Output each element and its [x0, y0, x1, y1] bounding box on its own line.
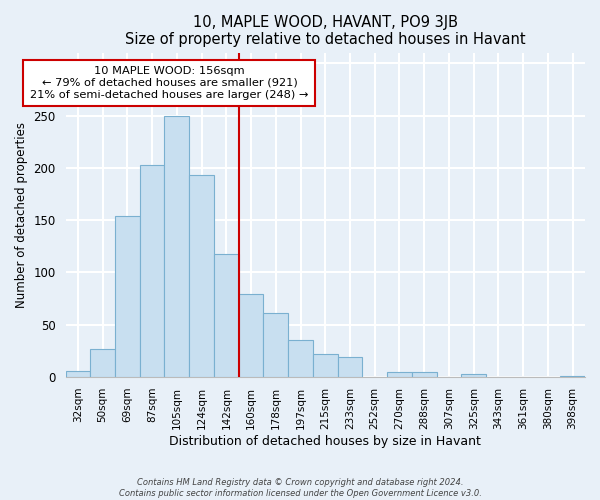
Bar — [313, 354, 338, 377]
Bar — [140, 164, 164, 377]
Text: Contains HM Land Registry data © Crown copyright and database right 2024.
Contai: Contains HM Land Registry data © Crown c… — [119, 478, 481, 498]
Bar — [288, 340, 313, 377]
Bar — [412, 372, 437, 377]
Bar — [164, 116, 189, 377]
Bar — [387, 372, 412, 377]
Bar — [461, 374, 486, 377]
Y-axis label: Number of detached properties: Number of detached properties — [15, 122, 28, 308]
Bar — [115, 216, 140, 377]
Text: 10 MAPLE WOOD: 156sqm
← 79% of detached houses are smaller (921)
21% of semi-det: 10 MAPLE WOOD: 156sqm ← 79% of detached … — [30, 66, 308, 100]
Bar — [338, 357, 362, 377]
Bar — [560, 376, 585, 377]
Bar — [90, 349, 115, 377]
Bar — [239, 294, 263, 377]
Bar — [65, 371, 90, 377]
Bar — [189, 175, 214, 377]
Bar — [214, 254, 239, 377]
Title: 10, MAPLE WOOD, HAVANT, PO9 3JB
Size of property relative to detached houses in : 10, MAPLE WOOD, HAVANT, PO9 3JB Size of … — [125, 15, 526, 48]
Bar — [263, 314, 288, 377]
X-axis label: Distribution of detached houses by size in Havant: Distribution of detached houses by size … — [169, 434, 481, 448]
